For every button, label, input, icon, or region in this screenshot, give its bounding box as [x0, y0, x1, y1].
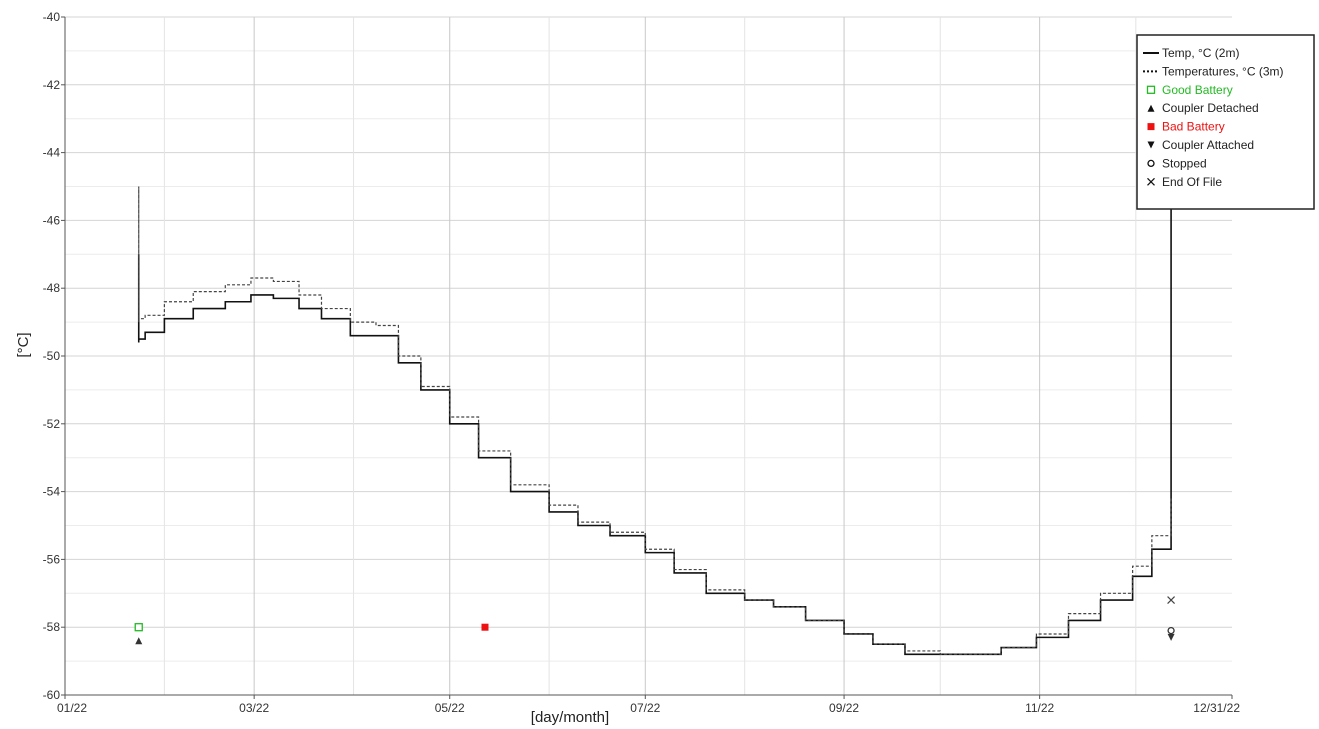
legend-coupler-attached-icon: [1147, 141, 1155, 149]
x-tick-label: 09/22: [829, 701, 859, 715]
legend-temperatures-c-3m: Temperatures, °C (3m): [1143, 64, 1284, 78]
x-tick-label: 01/22: [57, 701, 87, 715]
legend-end-of-file-icon: [1147, 177, 1155, 186]
y-axis-label: [°C]: [15, 332, 32, 357]
y-tick-label: -48: [43, 281, 61, 295]
legend-good-battery-label: Good Battery: [1162, 83, 1233, 97]
x-tick-label: 11/22: [1025, 701, 1054, 715]
coupler-attached-marker: [1167, 633, 1175, 641]
legend-end-of-file-icon-stroke: [1147, 177, 1155, 186]
end-of-file-marker: [1167, 596, 1176, 605]
legend-temp-c-2m-label: Temp, °C (2m): [1162, 46, 1239, 60]
legend-temperatures-c-3m-label: Temperatures, °C (3m): [1162, 64, 1284, 78]
legend-bad-battery: Bad Battery: [1147, 120, 1225, 134]
y-tick-label: -56: [43, 552, 61, 566]
x-tick-label: 03/22: [239, 701, 269, 715]
x-tick-labels: 01/22 03/22 05/22 07/22 09/22 11/22 12/31/22: [57, 695, 1240, 715]
y-tick-label: -60: [43, 688, 61, 702]
y-tick-label: -50: [43, 349, 61, 363]
coupler-detached-marker: [135, 637, 143, 645]
legend-coupler-attached: Coupler Attached: [1147, 138, 1254, 152]
x-tick-label: 05/22: [435, 701, 465, 715]
legend-stopped-label: Stopped: [1162, 156, 1207, 170]
legend-good-battery: Good Battery: [1146, 83, 1233, 97]
legend-bad-battery-icon: [1147, 123, 1155, 131]
legend-good-battery-icon: [1146, 85, 1156, 94]
legend: Temp, °C (2m) Temperatures, °C (3m) Good B…: [1136, 34, 1315, 210]
x-tick-label: 12/31/22: [1193, 701, 1240, 715]
legend-bad-battery-label: Bad Battery: [1162, 120, 1225, 134]
legend-stopped-icon: [1147, 159, 1155, 168]
y-tick-label: -46: [43, 213, 61, 227]
y-tick-label: -44: [43, 146, 61, 160]
legend-end-of-file: End Of File: [1147, 175, 1222, 189]
legend-coupler-detached-icon: [1147, 104, 1155, 112]
series-group: [137, 186, 1172, 656]
series-line-temp-3m: [138, 186, 1172, 655]
y-tick-label: -54: [43, 485, 61, 499]
bad-battery-marker: [481, 623, 489, 631]
legend-coupler-attached-label: Coupler Attached: [1162, 138, 1254, 152]
x-axis-label: [day/month]: [531, 709, 609, 726]
y-tick-label: -42: [43, 78, 61, 92]
legend-stopped: Stopped: [1147, 156, 1207, 170]
x-tick-label: 07/22: [630, 701, 660, 715]
legend-temp-c-2m: Temp, °C (2m): [1143, 46, 1239, 60]
y-tick-label: -58: [43, 620, 61, 634]
legend-coupler-detached-label: Coupler Detached: [1162, 101, 1259, 115]
end-of-file-marker-stroke: [1167, 596, 1176, 605]
good-battery-marker: [134, 623, 143, 632]
legend-box: [1136, 34, 1315, 210]
grid-lines: [65, 16, 1232, 696]
y-tick-label: -40: [43, 10, 61, 24]
legend-end-of-file-label: End Of File: [1162, 175, 1222, 189]
event-markers: [134, 596, 1176, 645]
stopped-marker: [1167, 626, 1175, 635]
y-tick-labels: -40 -42 -44 -46 -48 -50 -52 -54 -56 -58 -60: [43, 10, 65, 702]
legend-coupler-detached: Coupler Detached: [1147, 101, 1259, 115]
y-tick-label: -52: [43, 417, 61, 431]
